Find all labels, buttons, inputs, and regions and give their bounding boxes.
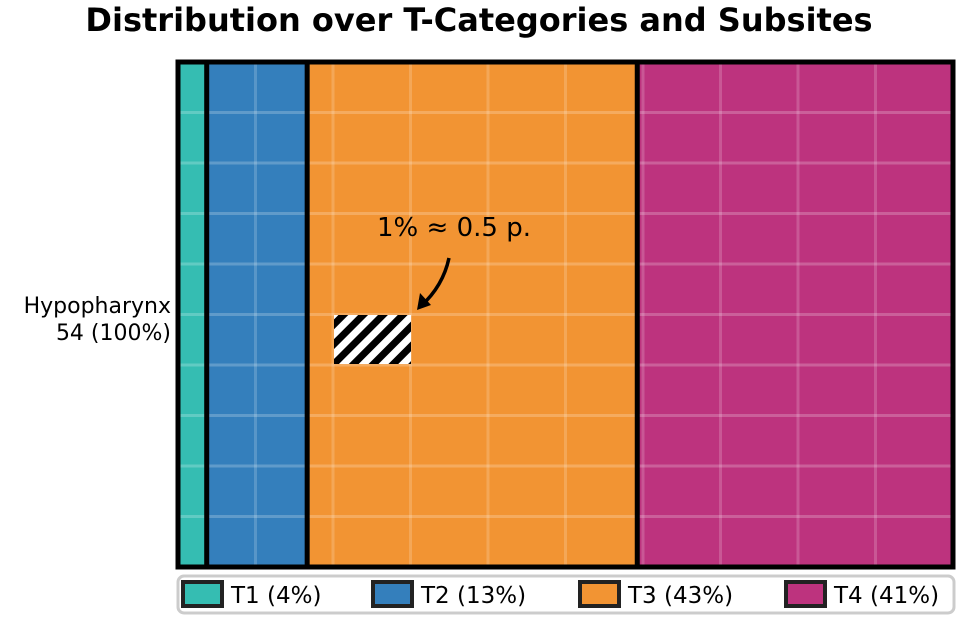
legend-swatch-t4 — [784, 580, 827, 608]
annotation-text: 1% ≈ 0.5 p. — [377, 213, 531, 243]
segments-layer — [178, 62, 953, 567]
legend-swatch-t3 — [578, 580, 621, 608]
plot-frame — [175, 59, 956, 570]
row-label: Hypopharynx — [24, 294, 171, 319]
legend-label-t3: T3 (43%) — [627, 583, 733, 609]
dividers-layer — [204, 62, 640, 567]
segment-t3 — [307, 62, 638, 567]
annotation-arrowhead — [417, 293, 431, 310]
legend-label-t4: T4 (41%) — [833, 583, 939, 609]
segment-t2 — [206, 62, 308, 567]
legend-label-t2: T2 (13%) — [420, 583, 526, 609]
legend-label-t1: T1 (4%) — [230, 583, 321, 609]
chart-title: Distribution over T-Categories and Subsi… — [85, 1, 872, 39]
annotation: 1% ≈ 0.5 p. — [334, 213, 531, 364]
row-count-label: 54 (100%) — [56, 321, 171, 346]
grid-layer — [178, 62, 953, 567]
segment-t1 — [178, 62, 207, 567]
legend-swatch-t1 — [181, 580, 224, 608]
segment-t4 — [637, 62, 953, 567]
unit-hatch-box — [334, 315, 411, 364]
legend-swatch-t2 — [371, 580, 414, 608]
legend: T1 (4%) T2 (13%) T3 (43%) T4 (41%) — [181, 580, 939, 609]
